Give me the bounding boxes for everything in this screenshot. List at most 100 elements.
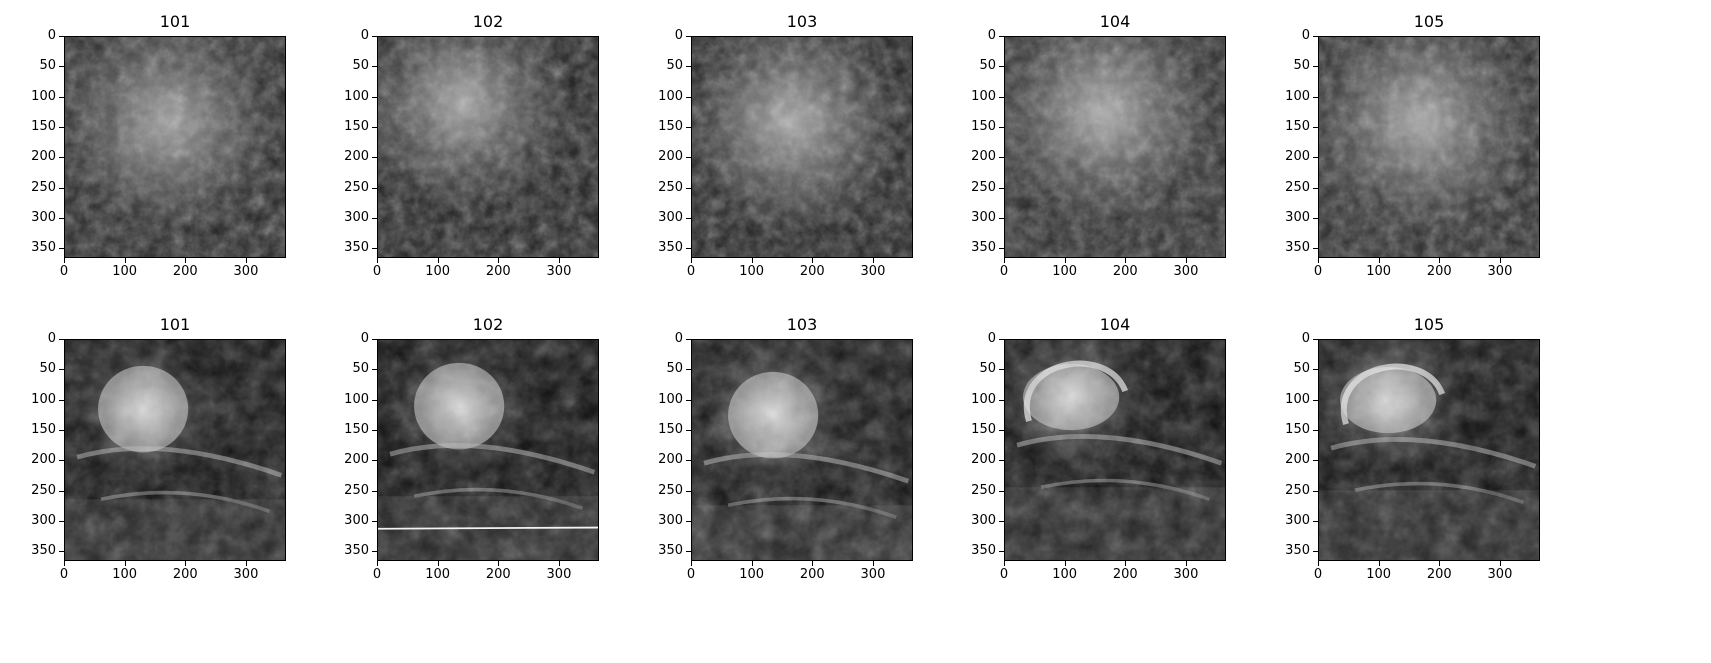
x-tick-label: 100 [425, 264, 451, 279]
y-tick-mark [59, 36, 64, 37]
y-tick-label: 300 [31, 209, 56, 225]
y-tick-mark [59, 339, 64, 340]
y-tick-mark [999, 126, 1004, 128]
x-tick-label: 100 [112, 567, 138, 582]
x-tick-mark [872, 258, 874, 263]
y-tick-label: 100 [971, 391, 996, 407]
x-tick-mark [812, 258, 814, 263]
y-tick-label: 50 [39, 58, 56, 74]
y-tick-label: 350 [344, 240, 369, 256]
x-tick-mark [691, 561, 692, 566]
y-tick-label: 100 [1285, 391, 1310, 407]
y-tick-mark [59, 520, 64, 522]
y-tick-label: 150 [1285, 421, 1310, 437]
y-tick-mark [999, 187, 1004, 189]
grayscale-image [1004, 339, 1226, 561]
y-tick-label: 150 [971, 421, 996, 437]
x-tick-mark [64, 561, 65, 566]
x-tick-label: 100 [112, 264, 138, 279]
y-tick-label: 350 [31, 240, 56, 256]
x-tick-label: 200 [1112, 567, 1138, 582]
x-tick-label: 200 [799, 567, 825, 582]
y-tick-mark [1313, 248, 1318, 250]
y-tick-mark [372, 96, 377, 98]
y-tick-mark [686, 490, 691, 492]
x-tick-label: 200 [799, 264, 825, 279]
y-tick-label: 200 [658, 149, 683, 165]
y-tick-mark [372, 520, 377, 522]
y-tick-mark [59, 66, 64, 68]
x-tick-mark [1318, 258, 1319, 263]
x-tick-label: 100 [1052, 264, 1078, 279]
y-tick-label: 0 [360, 28, 369, 43]
x-tick-label: 300 [860, 264, 886, 279]
y-tick-mark [686, 96, 691, 98]
y-tick-label: 0 [47, 331, 56, 346]
x-tick-mark [1378, 561, 1380, 566]
x-tick-label: 300 [860, 567, 886, 582]
x-tick-mark [812, 561, 814, 566]
y-tick-mark [999, 157, 1004, 159]
x-tick-mark [498, 258, 500, 263]
y-tick-mark [372, 217, 377, 219]
panel-title: 102 [472, 315, 504, 334]
y-tick-mark [1313, 490, 1318, 492]
y-tick-mark [59, 96, 64, 98]
y-tick-mark [1313, 126, 1318, 128]
y-tick-mark [999, 490, 1004, 492]
x-tick-mark [558, 561, 560, 566]
y-tick-label: 100 [658, 88, 683, 104]
x-tick-mark [124, 561, 126, 566]
x-tick-mark [558, 258, 560, 263]
x-tick-mark [437, 561, 439, 566]
y-tick-mark [59, 217, 64, 219]
y-tick-label: 150 [971, 118, 996, 134]
y-tick-mark [372, 36, 377, 37]
y-tick-mark [686, 187, 691, 189]
y-tick-label: 250 [658, 482, 683, 498]
y-tick-label: 250 [971, 482, 996, 498]
y-tick-label: 50 [1293, 361, 1310, 377]
y-tick-label: 300 [658, 209, 683, 225]
y-tick-label: 250 [1285, 179, 1310, 195]
y-tick-label: 0 [987, 331, 996, 346]
y-tick-label: 200 [344, 452, 369, 468]
x-tick-mark [1499, 561, 1501, 566]
y-tick-label: 200 [971, 149, 996, 165]
y-tick-label: 0 [987, 28, 996, 43]
y-tick-mark [372, 339, 377, 340]
y-tick-mark [1313, 157, 1318, 159]
x-tick-mark [245, 258, 247, 263]
y-tick-label: 100 [971, 88, 996, 104]
y-tick-label: 200 [1285, 452, 1310, 468]
y-tick-mark [686, 248, 691, 250]
x-tick-mark [1439, 561, 1441, 566]
y-tick-mark [686, 66, 691, 68]
x-tick-label: 0 [59, 264, 69, 279]
x-tick-label: 100 [1366, 567, 1392, 582]
y-tick-mark [1313, 217, 1318, 219]
panel-title: 104 [1099, 315, 1131, 334]
x-tick-label: 0 [59, 567, 69, 582]
x-tick-label: 300 [1487, 264, 1513, 279]
x-tick-label: 100 [739, 567, 765, 582]
x-tick-label: 100 [1366, 264, 1392, 279]
y-tick-label: 350 [658, 543, 683, 559]
y-tick-mark [999, 96, 1004, 98]
y-tick-label: 300 [971, 512, 996, 528]
x-tick-mark [1004, 561, 1005, 566]
x-tick-mark [1004, 258, 1005, 263]
y-tick-mark [59, 126, 64, 128]
x-tick-label: 0 [372, 264, 382, 279]
y-tick-label: 350 [658, 240, 683, 256]
y-tick-label: 50 [979, 361, 996, 377]
y-tick-mark [686, 36, 691, 37]
y-tick-label: 300 [971, 209, 996, 225]
y-tick-mark [59, 429, 64, 431]
y-tick-mark [372, 187, 377, 189]
x-tick-mark [124, 258, 126, 263]
y-tick-label: 300 [31, 512, 56, 528]
x-tick-mark [751, 561, 753, 566]
x-tick-label: 300 [1487, 567, 1513, 582]
panel-title: 101 [159, 12, 191, 31]
